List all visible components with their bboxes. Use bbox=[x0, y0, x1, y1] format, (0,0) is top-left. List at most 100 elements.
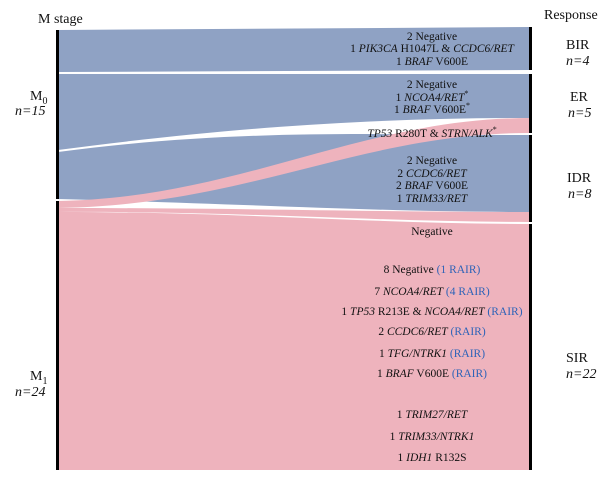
flow-m1-sir bbox=[58, 212, 530, 470]
flow-label-idr-1: 2 Negative bbox=[407, 155, 457, 167]
label-segment: TP53 bbox=[367, 128, 392, 140]
bar-bir bbox=[529, 27, 532, 70]
label-segment: BRAF bbox=[386, 368, 415, 380]
flow-label-sir-1: 8 Negative (1 RAIR) bbox=[384, 264, 481, 276]
label-segment: 1 bbox=[396, 92, 405, 104]
label-segment: TRIM27/RET bbox=[405, 409, 469, 421]
idr-count: n=8 bbox=[568, 187, 591, 202]
flow-label-sir-8: 1 TRIM33/NTRK1 bbox=[390, 431, 475, 443]
label-segment: 1 bbox=[390, 431, 399, 443]
flow-m0-er bbox=[58, 74, 530, 150]
label-segment: BRAF bbox=[405, 180, 434, 192]
label-segment: IDH1 bbox=[405, 452, 432, 464]
flow-label-idr-m1-1: Negative bbox=[411, 226, 453, 238]
flow-label-er-1: 2 Negative bbox=[407, 79, 457, 91]
label-segment: 8 Negative bbox=[384, 264, 437, 276]
label-segment: CCDC6/RET bbox=[453, 43, 515, 55]
flow-m1-idr bbox=[58, 208, 530, 222]
label-segment: Negative bbox=[411, 226, 453, 238]
label-segment: NCOA4/RET bbox=[382, 286, 445, 298]
asterisk-mark: * bbox=[466, 101, 470, 110]
bar-idr bbox=[529, 135, 532, 222]
flow-label-bir-1: 2 Negative bbox=[407, 31, 457, 43]
label-segment: NCOA4/RET bbox=[423, 306, 486, 318]
er-label: ER bbox=[570, 90, 589, 105]
label-segment: CCDC6/RET bbox=[387, 326, 449, 338]
label-segment: 1 bbox=[341, 306, 350, 318]
flow-label-bir-3: 1 BRAF V600E bbox=[396, 56, 468, 68]
bar-sir bbox=[529, 224, 532, 470]
label-segment: R213E & bbox=[375, 306, 425, 318]
label-segment: V600E bbox=[433, 180, 468, 192]
label-segment: TFG/NTRK1 bbox=[388, 348, 447, 360]
label-segment: 2 Negative bbox=[407, 31, 457, 43]
label-segment: 1 bbox=[350, 43, 359, 55]
label-segment: H1047L & bbox=[398, 43, 453, 55]
label-segment: PIK3CA bbox=[358, 43, 399, 55]
flow-label-idr-2: 2 CCDC6/RET bbox=[397, 168, 468, 180]
flow-label-idr-3: 2 BRAF V600E bbox=[396, 180, 468, 192]
flow-m1-er bbox=[58, 118, 530, 208]
label-segment: BRAF bbox=[403, 104, 432, 116]
asterisk-mark: * bbox=[464, 89, 468, 98]
label-segment: V600E bbox=[414, 368, 452, 380]
label-segment: BRAF bbox=[405, 56, 434, 68]
label-segment: R132S bbox=[432, 452, 466, 464]
label-segment: CCDC6/RET bbox=[406, 168, 468, 180]
label-segment: TP53 bbox=[350, 306, 375, 318]
bar-er bbox=[529, 74, 532, 133]
rair-note: (RAIR) bbox=[450, 348, 485, 360]
flow-label-sir-9: 1 IDH1 R132S bbox=[397, 452, 466, 464]
label-segment: V600E bbox=[433, 56, 468, 68]
rair-note: (RAIR) bbox=[452, 368, 487, 380]
flow-label-sir-2: 7 NCOA4/RET (4 RAIR) bbox=[374, 286, 489, 298]
flow-label-idr-4: 1 TRIM33/RET bbox=[397, 193, 469, 205]
label-segment: 2 bbox=[396, 180, 405, 192]
m1-count: n=24 bbox=[15, 385, 45, 400]
flow-label-sir-6: 1 BRAF V600E (RAIR) bbox=[377, 368, 487, 380]
label-segment: TRIM33/NTRK1 bbox=[398, 431, 474, 443]
idr-label: IDR bbox=[567, 171, 592, 186]
flows bbox=[58, 27, 530, 470]
flow-m0-bir bbox=[58, 27, 530, 72]
rair-note: (RAIR) bbox=[487, 306, 522, 318]
label-segment: 1 bbox=[394, 104, 403, 116]
label-segment: TRIM33/RET bbox=[405, 193, 469, 205]
er-count: n=5 bbox=[568, 106, 591, 121]
bir-label: BIR bbox=[566, 38, 590, 53]
flow-label-er-3: 1 BRAF V600E* bbox=[394, 101, 470, 116]
sir-count: n=22 bbox=[566, 367, 596, 382]
label-segment: V600E bbox=[431, 104, 466, 116]
label-segment: 1 bbox=[377, 368, 386, 380]
label-segment: 2 Negative bbox=[407, 155, 457, 167]
bir-count: n=4 bbox=[566, 54, 589, 69]
rair-note: (1 RAIR) bbox=[437, 264, 481, 276]
label-segment: 2 Negative bbox=[407, 79, 457, 91]
asterisk-mark: * bbox=[493, 125, 497, 134]
rair-note: (RAIR) bbox=[451, 326, 486, 338]
flow-label-er-2: 1 NCOA4/RET* bbox=[396, 89, 469, 104]
flow-label-bir-2: 1 PIK3CA H1047L & CCDC6/RET bbox=[350, 43, 515, 55]
label-segment: 2 bbox=[397, 168, 406, 180]
sir-label: SIR bbox=[566, 351, 588, 366]
flow-label-sir-7: 1 TRIM27/RET bbox=[397, 409, 469, 421]
label-segment: STRN/ALK bbox=[442, 128, 494, 140]
m1-label: M1 bbox=[30, 369, 47, 387]
label-segment: NCOA4/RET bbox=[403, 92, 466, 104]
label-segment: 2 bbox=[378, 326, 387, 338]
flow-label-sir-4: 2 CCDC6/RET (RAIR) bbox=[378, 326, 486, 338]
label-segment: 1 bbox=[396, 56, 405, 68]
flow-label-sir-3: 1 TP53 R213E & NCOA4/RET (RAIR) bbox=[341, 306, 522, 318]
label-segment: 1 bbox=[379, 348, 388, 360]
label-segment: R280T & bbox=[392, 128, 441, 140]
bar-m0 bbox=[56, 30, 59, 199]
m0-label: M0 bbox=[30, 89, 47, 107]
label-segment: 1 bbox=[397, 409, 406, 421]
label-segment: 1 bbox=[397, 452, 406, 464]
flow-label-er-m1-1: TP53 R280T & STRN/ALK* bbox=[367, 125, 496, 140]
label-segment: 1 bbox=[397, 193, 406, 205]
rair-note: (4 RAIR) bbox=[446, 286, 490, 298]
m0-count: n=15 bbox=[15, 104, 45, 119]
